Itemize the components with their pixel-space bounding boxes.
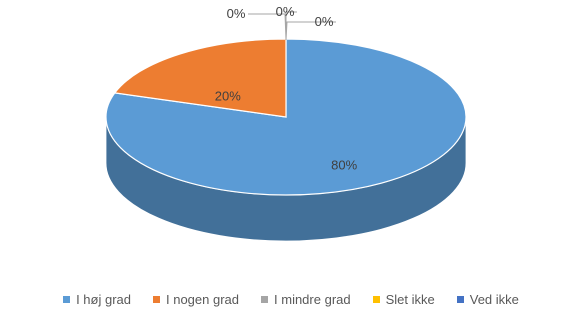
legend-swatch <box>63 296 71 303</box>
legend-swatch <box>456 296 464 303</box>
pie-slice-0 <box>105 38 467 196</box>
data-label-4: 0% <box>315 14 334 29</box>
legend-item-slet-ikke: Slet ikke <box>372 292 435 307</box>
legend-item-i-nogen-grad: I nogen grad <box>153 292 239 307</box>
pie-slice-1 <box>113 38 287 118</box>
leader-line-4 <box>285 21 336 41</box>
legend-item-i-hoej-grad: I høj grad <box>63 292 131 307</box>
legend-item-i-mindre-grad: I mindre grad <box>261 292 351 307</box>
data-label-3: 0% <box>276 4 295 19</box>
leader-line-3 <box>285 11 297 40</box>
legend: I høj grad I nogen grad I mindre grad Sl… <box>0 292 582 307</box>
legend-label: Slet ikke <box>385 292 435 307</box>
legend-swatch <box>261 296 269 303</box>
legend-label: I mindre grad <box>274 292 351 307</box>
legend-label: I nogen grad <box>166 292 240 307</box>
data-label-1: 20% <box>215 88 241 103</box>
data-label-2: 0% <box>227 6 246 21</box>
legend-swatch <box>153 296 160 303</box>
legend-item-ved-ikke: Ved ikke <box>456 292 519 307</box>
data-label-0: 80% <box>331 158 357 173</box>
legend-swatch <box>372 296 380 303</box>
legend-label: Ved ikke <box>469 292 519 307</box>
legend-label: I høj grad <box>76 292 131 307</box>
